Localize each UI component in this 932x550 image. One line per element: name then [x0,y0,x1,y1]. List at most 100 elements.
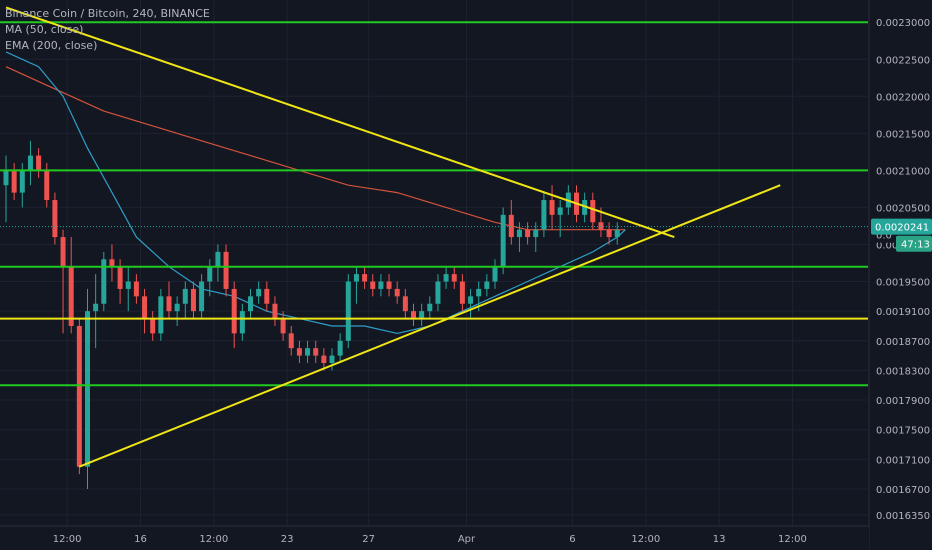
candle-body [353,274,359,282]
candle-body [419,311,425,319]
time-tick-label: 12:00 [631,534,660,545]
candle-body [582,200,588,215]
trend-line [78,184,781,468]
candle-body [508,214,514,238]
ma-legend[interactable]: MA (50, close) [5,23,84,36]
candle-body [500,214,506,267]
price-tick-label: 0.0022000 [876,92,930,103]
candle-body [239,311,245,334]
time-tick-label: 13 [713,534,726,545]
candle-body [313,348,319,356]
candle-body [142,296,148,319]
ema-200-line [5,66,626,231]
candle-body [223,251,229,289]
candle-body [68,266,74,326]
price-tick-label: 0.0018300 [876,366,930,377]
price-axis[interactable]: 0.00230000.00225000.00220000.00215000.00… [868,0,932,550]
ema-legend[interactable]: EMA (200, close) [5,39,98,52]
price-tick-label: 0.0021500 [876,129,930,140]
horizontal-levels [0,21,868,387]
candle-body [101,259,107,304]
candle-body [36,155,42,171]
trend-line [5,6,675,239]
time-tick-label: 12:00 [53,534,82,545]
candle-body [549,200,555,215]
time-tick-label: 23 [281,534,294,545]
candle-body [590,200,596,223]
candle-body [533,229,539,238]
time-axis[interactable]: 12:00 16 12:00 23 27 Apr 6 12:00 13 12:00 [0,525,869,550]
price-tick-label: 0.0021000 [876,166,930,177]
symbol-title[interactable]: Binance Coin / Bitcoin, 240, BINANCE [5,7,210,20]
candle-body [44,170,50,201]
last-price-badge [871,218,932,235]
price-tick-label: 0.0023000 [876,18,930,29]
candle-body [133,281,139,297]
last-price-label: 0.0020241 [875,223,929,234]
candle-body [288,333,294,349]
price-axis-background [869,0,932,550]
candle-body [402,296,408,312]
candle-body [614,229,620,238]
candle-body [19,170,25,193]
candle-body [516,229,522,238]
candle-body [296,348,302,356]
candle-body [541,200,547,230]
candle-body [215,251,221,267]
candle-body [85,311,90,467]
price-tick-label: 0.0017900 [876,396,930,407]
countdown-badge [896,235,932,252]
candle-body [345,281,351,341]
price-tick-label: 0.0019100 [876,307,930,318]
candle-body [557,207,563,215]
hidden-price-label: 0.0 [876,231,892,242]
candle-body [272,303,278,319]
candle-body [606,229,612,238]
price-tick-label: 0.0017500 [876,426,930,437]
candle-body [362,274,368,282]
candle-body [525,229,531,238]
candle-body [166,296,172,312]
candle-body [321,355,327,364]
trend-lines [5,6,781,468]
candle-body [52,200,58,238]
candle-body [435,281,441,304]
price-tick-label: 0.0022500 [876,55,930,66]
candle-body [476,288,482,297]
candle-body [598,222,604,230]
candle-body [484,281,490,289]
candle-body [182,288,188,304]
candle-body [76,325,82,467]
candle-body [199,281,205,312]
candle-body [264,288,270,304]
candle-body [117,266,123,289]
time-tick-label: 12:00 [199,534,228,545]
candle-body [305,348,311,356]
candle-body [256,288,262,297]
candle-body [11,170,17,193]
candle-body [386,281,392,289]
candle-body [93,303,99,312]
time-tick-label: 12:00 [778,534,807,545]
candle-body [451,274,457,282]
candle-body [190,288,196,312]
price-tick-label: 0.0016700 [876,485,930,496]
candle-body [3,170,9,186]
candle-body [231,288,237,334]
candle-body [459,281,465,304]
candle-body [394,288,400,297]
price-tick-label: 0.0016350 [876,511,930,522]
time-tick-label: 27 [362,534,375,545]
time-axis-background [0,526,869,550]
countdown-label: 47:13 [901,240,930,251]
candle-body [60,237,66,267]
candle-body [427,303,433,312]
candle-body [207,266,213,282]
candle-body [109,259,115,267]
candle-body [329,355,335,364]
price-tick-label: 0.0018700 [876,337,930,348]
candle-body [443,274,449,282]
time-tick-label: 6 [569,534,575,545]
time-tick-label: Apr [458,534,476,545]
